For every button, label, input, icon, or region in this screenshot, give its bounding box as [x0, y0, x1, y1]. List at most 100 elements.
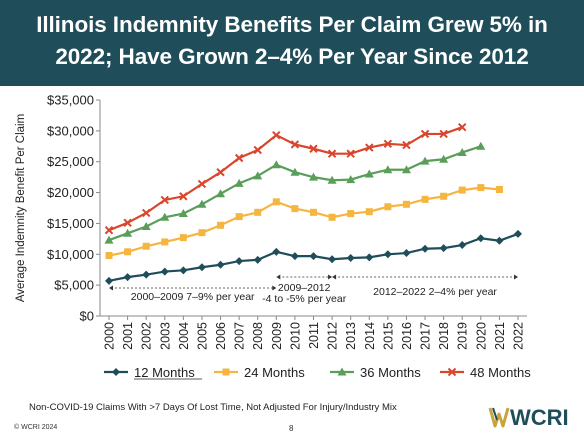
data-point — [477, 184, 485, 192]
x-tick-label: 2013 — [344, 322, 358, 350]
legend-marker — [447, 367, 457, 377]
legend-item: 24 Months — [214, 365, 305, 380]
arrowhead-left-icon — [109, 285, 113, 291]
data-point — [495, 236, 504, 245]
data-point — [420, 129, 430, 139]
data-point — [421, 195, 429, 203]
page-number: 8 — [289, 424, 294, 433]
x-tick-label: 2016 — [400, 322, 414, 350]
series-48-months — [104, 122, 467, 235]
data-point — [198, 229, 206, 237]
data-point — [328, 213, 336, 221]
data-point — [383, 165, 393, 174]
data-point — [458, 122, 467, 132]
data-point — [327, 175, 337, 184]
data-point — [160, 195, 169, 205]
data-point — [253, 255, 262, 264]
data-point — [495, 185, 503, 193]
data-point — [440, 192, 448, 200]
data-point — [421, 244, 430, 253]
data-point — [254, 208, 262, 216]
x-axis: 2000 2001 2002 2003 2004 2005 2006 2007 2008 2009… — [100, 315, 527, 350]
data-point — [346, 149, 355, 158]
data-point — [401, 165, 411, 174]
legend-label: 36 Months — [360, 365, 421, 380]
data-point — [272, 247, 281, 256]
data-point — [105, 252, 113, 260]
data-point — [457, 147, 467, 156]
data-point — [235, 213, 243, 221]
x-tick-label: 2002 — [140, 322, 154, 350]
legend-item: 12 Months — [104, 365, 202, 380]
data-point — [216, 167, 225, 177]
legend-label: 12 Months — [134, 365, 195, 380]
data-point — [309, 144, 318, 153]
data-point — [179, 234, 187, 242]
data-point — [216, 260, 225, 269]
data-point — [271, 160, 281, 169]
data-point — [365, 143, 374, 152]
data-point — [124, 248, 132, 256]
data-point — [160, 212, 170, 221]
series-line — [108, 126, 463, 232]
data-point — [347, 210, 355, 218]
plot-series — [104, 122, 522, 285]
copyright: © WCRI 2024 — [14, 424, 58, 431]
data-point — [309, 252, 318, 261]
data-point — [458, 241, 467, 250]
data-point — [310, 208, 317, 216]
arrowhead-right-icon — [272, 285, 277, 291]
x-tick-label: 2005 — [195, 322, 209, 350]
data-point — [160, 267, 169, 276]
line-chart: $0 $5,000 $10,000 $15,000 $20,000 $25,000 $30,… — [15, 93, 531, 381]
legend-item: 36 Months — [330, 365, 421, 380]
data-point — [514, 229, 522, 238]
y-tick-label: $15,000 — [47, 216, 94, 231]
data-point — [253, 171, 263, 180]
footnote: Non-COVID-19 Claims With >7 Days Of Lost… — [29, 402, 397, 413]
legend-marker — [112, 368, 120, 376]
data-point — [476, 141, 486, 150]
data-point — [253, 145, 262, 155]
annotations: 2000–2009 7–9% per year 2009–2012-4 to -5… — [109, 274, 518, 305]
data-point — [123, 273, 132, 282]
data-point — [272, 198, 280, 206]
data-point — [123, 218, 132, 228]
data-point — [346, 253, 355, 262]
legend-marker — [337, 367, 347, 376]
x-tick-label: 2018 — [437, 322, 451, 350]
x-tick-label: 2009 — [270, 322, 284, 350]
data-point — [291, 205, 299, 213]
data-point — [179, 266, 188, 275]
y-tick-label: $25,000 — [47, 154, 94, 169]
data-point — [439, 244, 448, 253]
x-tick-label: 2017 — [419, 322, 433, 350]
data-point — [383, 250, 392, 259]
data-point — [402, 140, 411, 150]
title-bar: Illinois Indemnity Benefits Per Claim Gr… — [0, 0, 584, 86]
data-point — [234, 178, 244, 187]
data-point — [439, 129, 448, 139]
data-point — [328, 255, 337, 264]
data-point — [346, 175, 356, 184]
data-point — [178, 209, 188, 218]
series-12-months — [105, 229, 522, 285]
annotation-label: -4 to -5% per year — [262, 293, 347, 305]
x-tick-label: 2020 — [474, 322, 488, 350]
data-point — [327, 149, 337, 158]
legend-marker — [222, 368, 230, 376]
data-point — [476, 234, 485, 243]
data-point — [217, 221, 225, 229]
data-point — [104, 235, 114, 244]
annotation-label: 2012–2022 2–4% per year — [373, 286, 497, 298]
data-point — [216, 189, 226, 198]
series-line — [108, 186, 500, 257]
data-point — [290, 252, 299, 261]
arrowhead-right-icon — [328, 274, 333, 280]
x-tick-label: 2000 — [103, 322, 117, 350]
x-tick-label: 2010 — [288, 322, 302, 350]
wcri-logo: WCRI — [488, 402, 578, 432]
logo-mark-icon — [488, 407, 510, 428]
logo-text: WCRI — [510, 405, 569, 430]
arrowhead-left-icon — [276, 274, 281, 280]
